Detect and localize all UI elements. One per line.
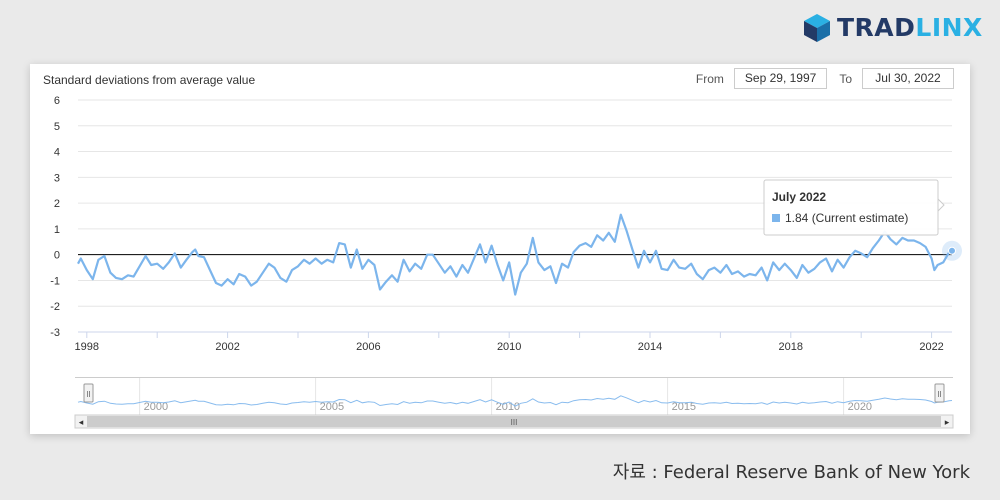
from-date-input[interactable]: Sep 29, 1997	[733, 68, 828, 89]
navigator-year-label: 2020	[848, 401, 872, 413]
navigator-year-label: 2000	[144, 401, 168, 413]
navigator-series-line	[77, 395, 953, 407]
brand-name: TRADLINX	[837, 12, 983, 44]
y-tick-label: 4	[54, 147, 60, 159]
navigator-year-label: 2005	[320, 401, 344, 413]
x-tick-label: 2022	[919, 341, 943, 353]
tooltip: July 2022 1.84 (Current estimate)	[763, 179, 945, 236]
scrollbar-thumb[interactable]	[87, 416, 941, 427]
navigator-left-handle-grip: II	[86, 390, 90, 399]
to-label: To	[839, 71, 852, 86]
to-date-input[interactable]: Jul 30, 2022	[862, 68, 954, 89]
y-tick-label: 0	[54, 250, 60, 262]
brand-name-part2: LINX	[915, 13, 983, 42]
navigator-top-border	[75, 377, 953, 378]
x-tick-label: 2010	[497, 341, 521, 353]
tooltip-legend-marker	[772, 214, 780, 222]
tooltip-title: July 2022	[772, 190, 826, 204]
y-tick-label: -3	[50, 327, 60, 339]
tooltip-pointer	[937, 197, 945, 213]
tooltip-box	[763, 179, 939, 236]
navigator-left-handle[interactable]	[83, 383, 94, 403]
x-tick-label: 2002	[215, 341, 239, 353]
series-line	[77, 213, 953, 296]
navigator-right-handle-grip: II	[937, 390, 941, 399]
tradlinx-logo: TRADLINX	[801, 12, 983, 44]
from-label: From	[695, 71, 724, 86]
x-tick-label: 1998	[75, 341, 99, 353]
y-tick-label: -1	[50, 275, 60, 287]
y-tick-label: -2	[50, 301, 60, 313]
y-tick-label: 1	[54, 224, 60, 236]
x-tick-label: 2018	[779, 341, 803, 353]
chart-card: From Sep 29, 1997 To Jul 30, 2022 Standa…	[30, 64, 970, 434]
tooltip-value: 1.84 (Current estimate)	[785, 211, 908, 225]
tradlinx-cube-icon	[804, 14, 830, 42]
y-tick-label: 6	[54, 95, 60, 107]
hover-point[interactable]	[948, 246, 956, 255]
navigator-year-label: 2015	[672, 401, 696, 413]
scrollbar-right-arrow-icon[interactable]: ▸	[945, 417, 950, 427]
navigator-right-handle[interactable]	[934, 383, 945, 403]
y-axis-title: Standard deviations from average value	[43, 73, 255, 87]
scrollbar-left-arrow-icon[interactable]: ◂	[79, 417, 84, 427]
date-range-selector: From Sep 29, 1997 To Jul 30, 2022	[696, 68, 954, 89]
scrollbar-grip: III	[511, 418, 518, 427]
y-tick-label: 5	[54, 121, 60, 133]
y-tick-label: 3	[54, 172, 60, 184]
brand-name-part1: TRAD	[837, 13, 916, 42]
x-tick-label: 2006	[356, 341, 380, 353]
x-tick-label: 2014	[638, 341, 662, 353]
gscpi-chart: Standard deviations from average value 6…	[43, 73, 962, 429]
y-tick-label: 2	[54, 198, 60, 210]
source-caption: 자료 : Federal Reserve Bank of New York	[612, 462, 970, 483]
